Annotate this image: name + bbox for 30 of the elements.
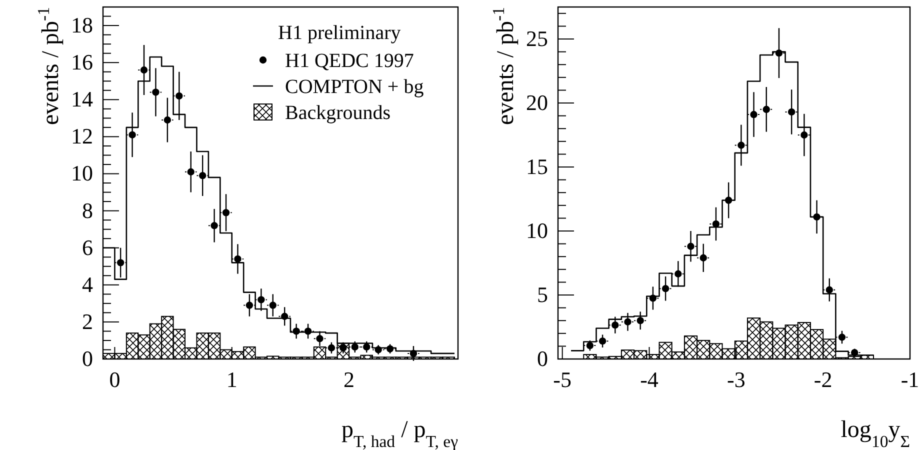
legend-title: H1 preliminary (278, 22, 401, 44)
y-tick-label: 0 (82, 346, 93, 371)
y-tick-label: 15 (526, 154, 548, 179)
x-tick-label: -1 (900, 367, 920, 392)
y-tick-label: 18 (71, 12, 93, 38)
x-tick-label: -2 (814, 367, 832, 392)
legend-label: COMPTON + bg (285, 76, 424, 98)
y-tick-label: 8 (82, 198, 93, 223)
y-tick-label: 5 (537, 282, 548, 307)
legend-label: Backgrounds (285, 102, 391, 124)
y-tick-label: 16 (71, 50, 93, 75)
x-tick-label: 2 (344, 367, 355, 392)
x-tick-label: 0 (109, 367, 120, 392)
y-tick-label: 2 (82, 308, 93, 334)
y-tick-label: 6 (82, 234, 93, 260)
legend-label: H1 QEDC 1997 (285, 50, 414, 72)
y-tick-label: 25 (526, 26, 548, 51)
x-axis-title: p$_{T, had}$ / p$_{T, eγ}$ (341, 417, 459, 450)
x-axis-title: log$_{10}$y$_{Σ}$ (840, 417, 910, 450)
y-tick-label: 12 (71, 124, 93, 149)
x-tick-label: -4 (640, 367, 658, 392)
x-tick-label: -5 (553, 367, 572, 392)
y-tick-label: 10 (526, 218, 548, 243)
y-tick-label: 10 (71, 160, 93, 186)
y-tick-label: 20 (526, 90, 548, 115)
y-tick-label: 14 (71, 86, 93, 112)
y-tick-label: 0 (537, 346, 548, 371)
y-tick-label: 4 (82, 272, 93, 297)
x-tick-label: 1 (226, 367, 238, 392)
x-tick-label: -3 (727, 367, 746, 392)
